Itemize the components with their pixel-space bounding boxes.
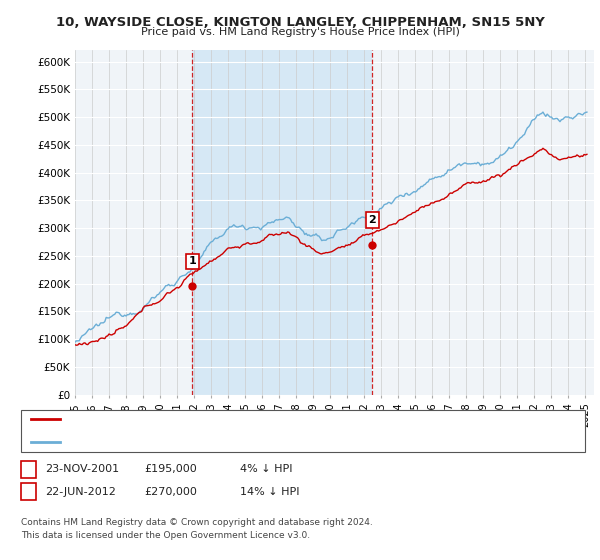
Text: 14% ↓ HPI: 14% ↓ HPI — [240, 487, 299, 497]
Text: 2: 2 — [25, 487, 32, 497]
Text: £195,000: £195,000 — [144, 464, 197, 474]
Text: 10, WAYSIDE CLOSE, KINGTON LANGLEY, CHIPPENHAM, SN15 5NY (detached house): 10, WAYSIDE CLOSE, KINGTON LANGLEY, CHIP… — [64, 414, 475, 424]
Text: £270,000: £270,000 — [144, 487, 197, 497]
Text: 23-NOV-2001: 23-NOV-2001 — [45, 464, 119, 474]
Text: 10, WAYSIDE CLOSE, KINGTON LANGLEY, CHIPPENHAM, SN15 5NY: 10, WAYSIDE CLOSE, KINGTON LANGLEY, CHIP… — [56, 16, 544, 29]
Text: 1: 1 — [188, 256, 196, 267]
Bar — [193, 50, 372, 395]
Text: Contains HM Land Registry data © Crown copyright and database right 2024.
This d: Contains HM Land Registry data © Crown c… — [21, 518, 373, 539]
Text: 1: 1 — [25, 464, 32, 474]
Text: HPI: Average price, detached house, Wiltshire: HPI: Average price, detached house, Wilt… — [64, 437, 287, 447]
Text: 4% ↓ HPI: 4% ↓ HPI — [240, 464, 293, 474]
Text: Price paid vs. HM Land Registry's House Price Index (HPI): Price paid vs. HM Land Registry's House … — [140, 27, 460, 37]
Text: 2: 2 — [368, 215, 376, 225]
Text: 22-JUN-2012: 22-JUN-2012 — [45, 487, 116, 497]
